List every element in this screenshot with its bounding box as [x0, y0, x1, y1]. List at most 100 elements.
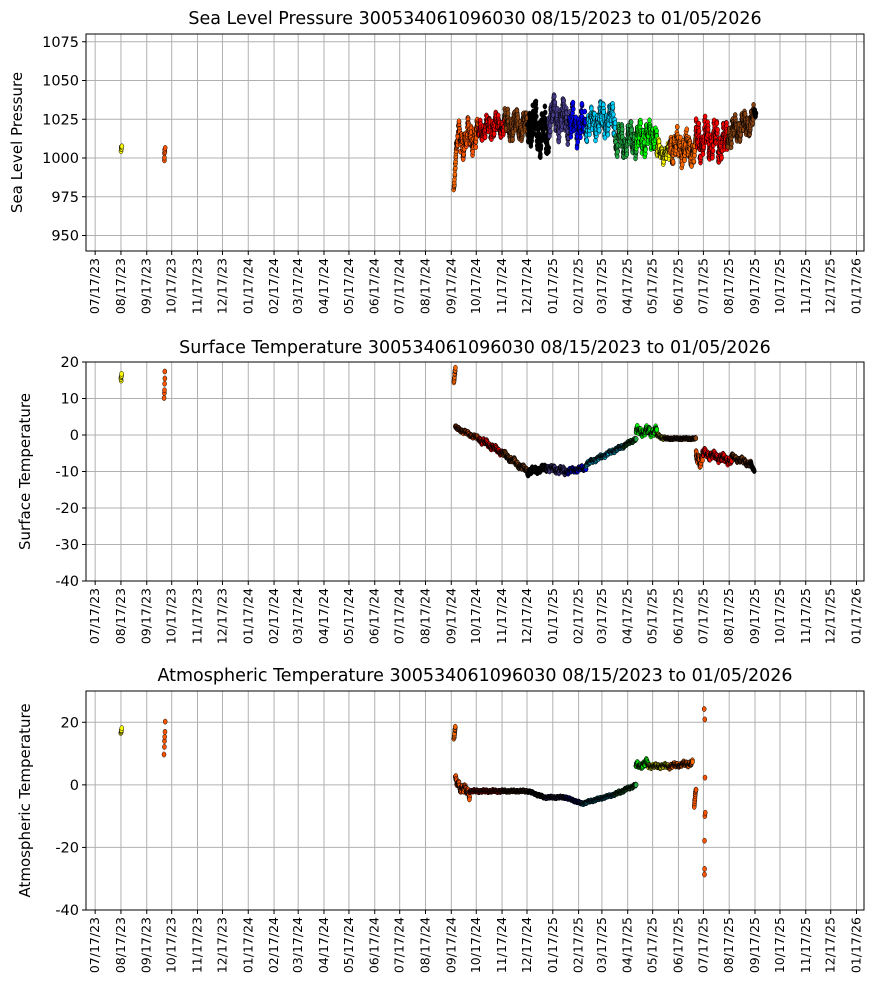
- data-point: [529, 137, 534, 144]
- data-point: [473, 144, 479, 150]
- x-tick-label: 12/17/25: [823, 258, 838, 314]
- data-point: [696, 120, 701, 127]
- x-tick-label: 05/17/25: [645, 588, 660, 644]
- x-tick-label: 04/17/25: [620, 588, 635, 644]
- x-tick-label: 04/17/25: [620, 917, 635, 973]
- data-point: [656, 138, 662, 145]
- x-tick-label: 05/17/24: [341, 917, 356, 973]
- x-tick-label: 09/17/25: [747, 917, 762, 973]
- x-tick-label: 07/17/25: [695, 588, 710, 644]
- data-point: [700, 151, 706, 157]
- data-point: [542, 103, 548, 110]
- y-axis-label: Sea Level Pressure: [8, 72, 26, 213]
- data-point: [579, 100, 585, 107]
- chart-title: Surface Temperature 300534061096030 08/1…: [179, 338, 771, 358]
- x-tick-label: 02/17/25: [571, 258, 586, 314]
- x-tick-label: 12/17/23: [214, 917, 229, 973]
- y-tick-label: 20: [61, 355, 79, 371]
- x-tick-label: 06/17/25: [670, 588, 685, 644]
- x-tick-label: 06/17/25: [670, 258, 685, 314]
- x-tick-label: 08/17/23: [113, 588, 128, 644]
- data-point: [533, 105, 539, 112]
- x-tick-label: 10/17/25: [772, 588, 787, 644]
- chart-panel-3: 07/17/23 08/17/23 09/17/23 10/17/23 11/17/23…: [16, 666, 865, 973]
- x-tick-label: 05/17/25: [645, 258, 660, 314]
- x-tick-label: 12/17/24: [519, 588, 534, 644]
- x-tick-label: 01/17/25: [545, 258, 560, 314]
- x-tick-label: 10/17/24: [468, 917, 483, 973]
- data-point: [571, 106, 576, 112]
- data-point: [643, 146, 648, 153]
- x-tick-label: 08/17/24: [417, 258, 432, 314]
- x-tick-label: 11/17/23: [189, 917, 204, 973]
- x-tick-label: 01/17/26: [849, 588, 864, 644]
- y-tick-label: 0: [70, 428, 79, 444]
- data-point: [701, 144, 707, 150]
- data-point: [556, 134, 562, 140]
- x-tick-label: 04/17/24: [316, 917, 331, 973]
- x-tick-label: 06/17/24: [367, 258, 382, 314]
- x-tick-label: 08/17/25: [721, 588, 736, 644]
- x-tick-label: 03/17/24: [290, 258, 305, 314]
- x-tick-label: 02/17/24: [266, 588, 281, 644]
- x-tick-label: 09/17/24: [443, 258, 458, 314]
- x-tick-label: 05/17/24: [341, 258, 356, 314]
- data-point: [615, 149, 620, 155]
- data-point: [582, 108, 588, 115]
- y-tick-label: 1050: [42, 74, 79, 90]
- x-tick-label: 02/17/25: [571, 588, 586, 644]
- x-tick-label: 02/17/24: [266, 258, 281, 314]
- x-tick-label: 08/17/23: [113, 258, 128, 314]
- data-point: [729, 140, 734, 147]
- y-tick-label: 10: [61, 392, 79, 408]
- data-point: [162, 145, 168, 151]
- x-tick-label: 01/17/24: [240, 588, 255, 644]
- data-point: [552, 93, 557, 100]
- data-point: [119, 725, 125, 732]
- data-point: [162, 728, 168, 735]
- y-tick-label: 1075: [42, 35, 79, 51]
- data-point: [752, 468, 757, 474]
- data-point: [538, 143, 544, 149]
- data-point: [589, 105, 594, 112]
- data-point: [575, 139, 580, 145]
- data-point: [119, 143, 125, 150]
- data-point: [119, 371, 124, 377]
- data-point: [533, 98, 539, 105]
- x-tick-label: 03/17/25: [594, 258, 609, 314]
- y-tick-label: -20: [55, 501, 79, 517]
- chart-panel-1: 07/17/23 08/17/23 09/17/23 10/17/23 11/17/23…: [8, 9, 865, 314]
- x-tick-label: 10/17/25: [772, 917, 787, 973]
- y-tick-label: -20: [55, 840, 79, 856]
- x-tick-label: 12/17/25: [823, 588, 838, 644]
- x-tick-label: 07/17/23: [87, 588, 102, 644]
- data-point: [605, 131, 611, 138]
- data-point: [162, 744, 167, 750]
- data-point: [534, 113, 539, 120]
- data-point: [719, 154, 724, 161]
- x-tick-label: 09/17/24: [443, 917, 458, 973]
- x-tick-label: 11/17/24: [494, 258, 509, 314]
- data-point: [505, 110, 511, 117]
- data-point: [670, 158, 676, 165]
- x-tick-label: 09/17/25: [747, 258, 762, 314]
- x-tick-label: 10/17/23: [164, 588, 179, 644]
- x-tick-label: 01/17/26: [849, 917, 864, 973]
- x-tick-label: 02/17/24: [266, 917, 281, 973]
- data-point: [684, 126, 690, 133]
- data-point: [578, 134, 583, 141]
- data-point: [574, 144, 580, 151]
- x-tick-label: 12/17/23: [214, 588, 229, 644]
- x-tick-label: 05/17/24: [341, 588, 356, 644]
- x-tick-label: 10/17/24: [468, 258, 483, 314]
- data-point: [674, 124, 680, 130]
- data-point: [700, 457, 705, 464]
- x-tick-label: 10/17/23: [164, 258, 179, 314]
- data-point: [710, 154, 715, 161]
- x-tick-label: 04/17/24: [316, 588, 331, 644]
- data-point: [467, 796, 472, 803]
- data-point: [515, 114, 521, 121]
- x-tick-label: 11/17/23: [189, 258, 204, 314]
- data-point: [596, 127, 602, 134]
